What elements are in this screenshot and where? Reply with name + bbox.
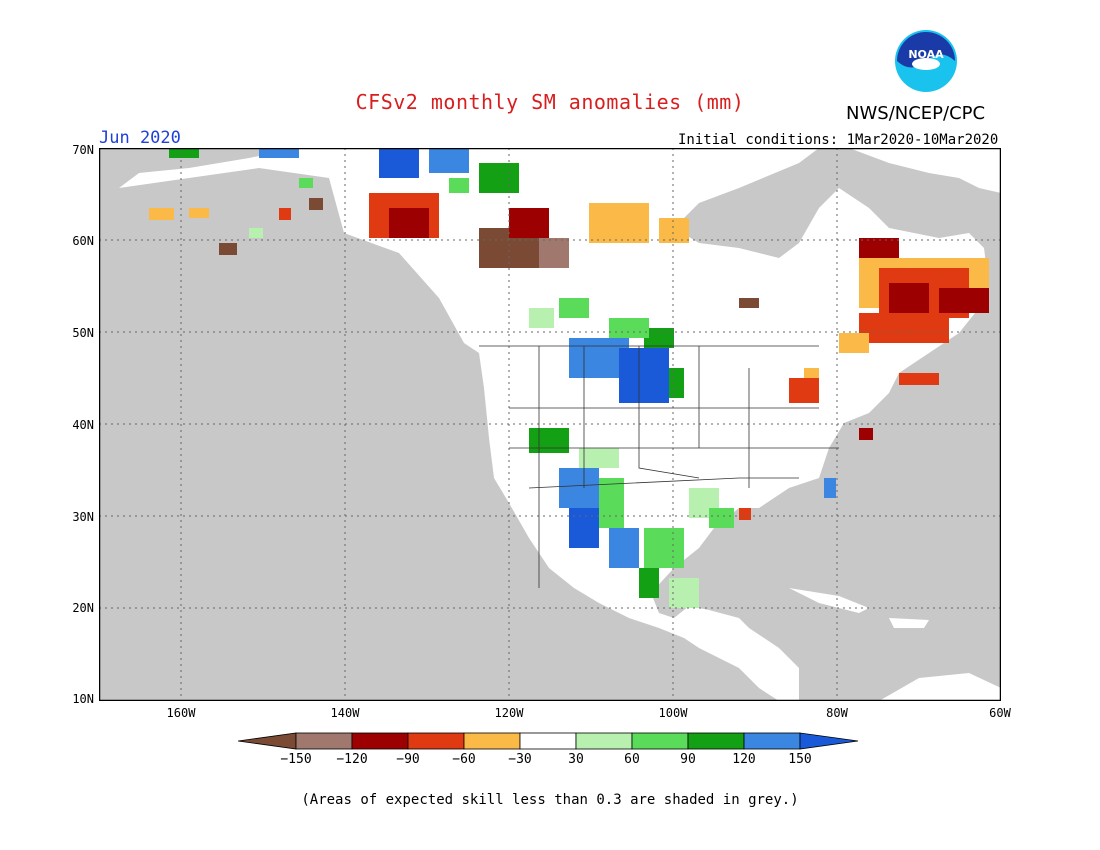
- lat-label-20n: 20N: [72, 601, 94, 615]
- noaa-logo: NOAA: [895, 30, 957, 92]
- lat-label-50n: 50N: [72, 326, 94, 340]
- legend-cell-7: [631, 732, 689, 750]
- anomaly-blocks: [149, 148, 989, 608]
- legend-cell-3: [407, 732, 465, 750]
- legend-cell-6: [575, 732, 633, 750]
- land-cuba: [789, 588, 869, 613]
- legend-tick-5: 30: [568, 752, 584, 767]
- map-panel: [99, 148, 1001, 701]
- lat-label-70n: 70N: [72, 143, 94, 157]
- legend-cell-0: [238, 732, 297, 750]
- legend-cell-9: [743, 732, 801, 750]
- agency-label: NWS/NCEP/CPC: [846, 103, 986, 124]
- legend-tick-9: 150: [788, 752, 812, 767]
- legend-tick-3: −60: [452, 752, 476, 767]
- legend-cell-4: [463, 732, 521, 750]
- lat-label-10n: 10N: [72, 692, 94, 706]
- lat-label-30n: 30N: [72, 510, 94, 524]
- noaa-logo-text: NOAA: [908, 48, 944, 61]
- legend-cell-8: [687, 732, 745, 750]
- land-hispaniola: [889, 618, 929, 628]
- land-greenland: [849, 148, 1001, 193]
- lon-label-100w: 100W: [658, 706, 688, 720]
- legend-tick-0: −150: [280, 752, 312, 767]
- lon-label-80w: 80W: [826, 706, 848, 720]
- legend-tick-4: −30: [508, 752, 532, 767]
- legend-cell-1: [295, 732, 353, 750]
- political-borders: [479, 345, 839, 588]
- lon-label-140w: 140W: [330, 706, 360, 720]
- lon-label-160w: 160W: [166, 706, 196, 720]
- legend-tick-1: −120: [336, 752, 368, 767]
- graticule: [99, 148, 1001, 701]
- land-south-america: [879, 673, 1001, 701]
- legend-cell-5: [519, 732, 577, 750]
- legend-tick-8: 120: [732, 752, 756, 767]
- initial-conditions: Initial conditions: 1Mar2020-10Mar2020: [678, 132, 999, 148]
- land-north-america: [119, 148, 989, 701]
- color-legend-bar: [238, 732, 859, 750]
- skill-footnote: (Areas of expected skill less than 0.3 a…: [301, 792, 799, 808]
- lon-label-60w: 60W: [989, 706, 1011, 720]
- legend-tick-7: 90: [680, 752, 696, 767]
- target-month: Jun 2020: [99, 128, 181, 148]
- lon-label-120w: 120W: [494, 706, 524, 720]
- legend-cell-2: [351, 732, 409, 750]
- chart-title: CFSv2 monthly SM anomalies (mm): [355, 90, 745, 114]
- lat-label-40n: 40N: [72, 418, 94, 432]
- legend-tick-2: −90: [396, 752, 420, 767]
- legend-cell-10: [799, 732, 859, 750]
- lat-label-60n: 60N: [72, 234, 94, 248]
- legend-tick-6: 60: [624, 752, 640, 767]
